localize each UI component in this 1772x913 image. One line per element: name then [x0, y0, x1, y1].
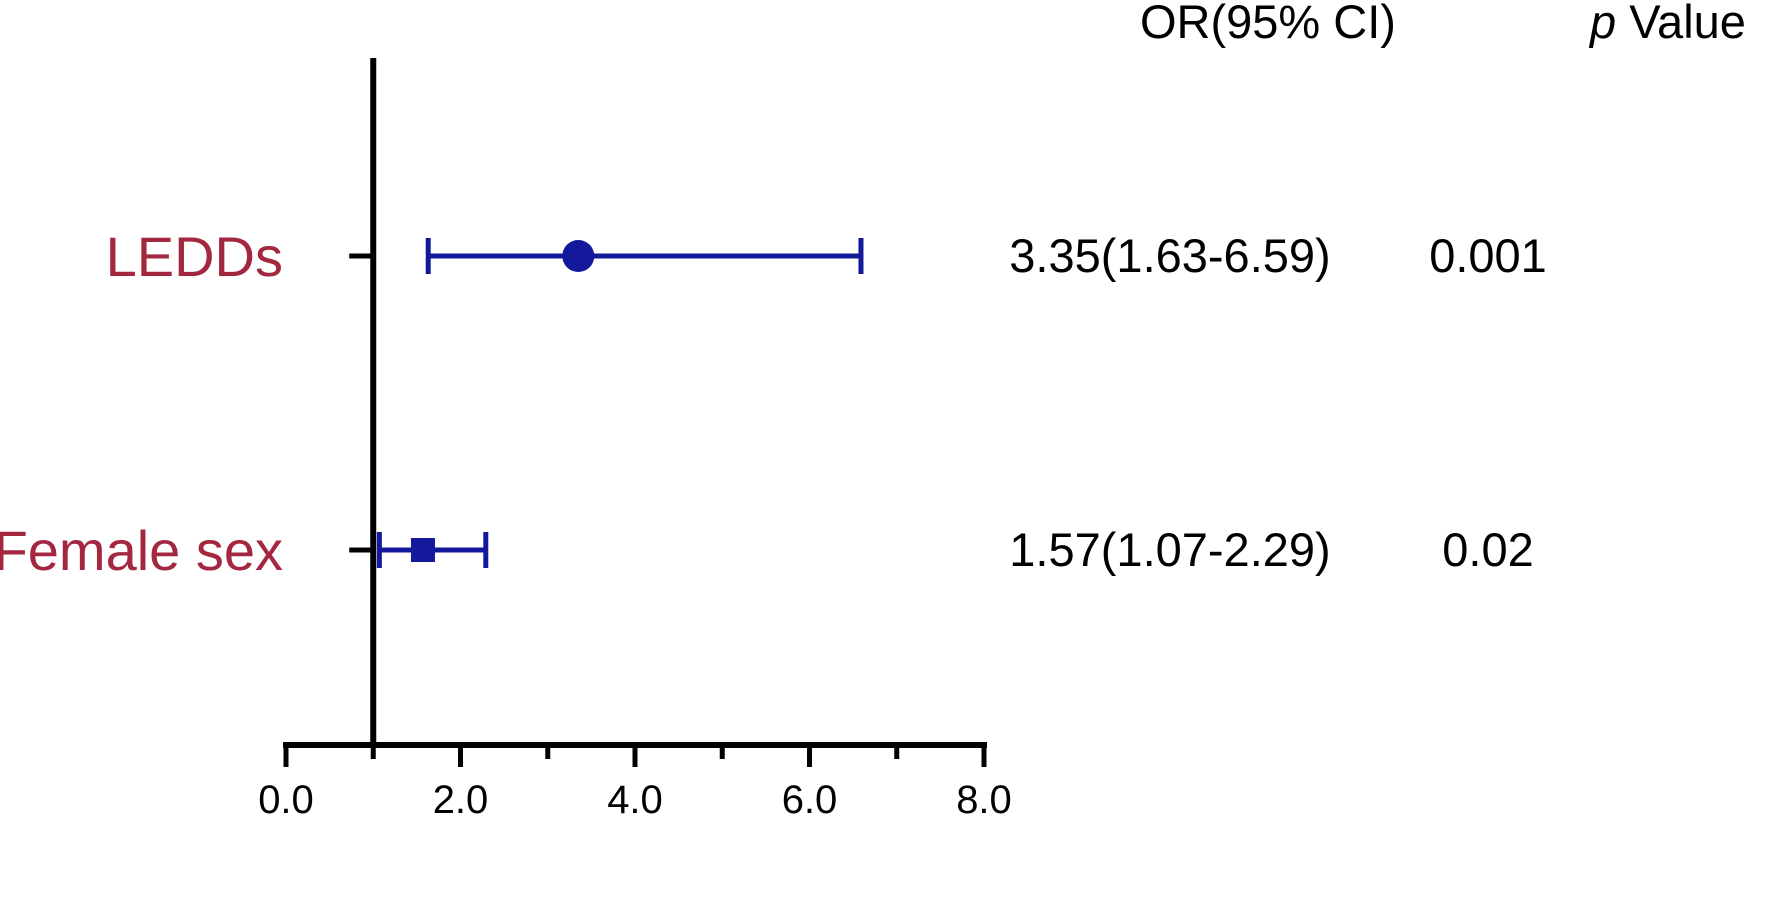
- or-ci-value: 1.57(1.07-2.29): [1009, 523, 1330, 576]
- x-tick-label: 0.0: [258, 778, 314, 822]
- row-female-sex: Female sex 1.57(1.07-2.29) 0.02: [0, 519, 1534, 582]
- or-ci-value: 3.35(1.63-6.59): [1009, 229, 1330, 282]
- point-estimate-square: [410, 538, 435, 562]
- or-ci-header: OR(95% CI): [1140, 0, 1396, 48]
- axis-layer: 0.0 2.0 4.0 6.0 8.0: [258, 58, 1012, 822]
- x-tick-label: 2.0: [433, 778, 489, 822]
- p-value-header-rest: Value: [1616, 0, 1746, 48]
- x-tick-label: 6.0: [782, 778, 838, 822]
- point-estimate-circle: [562, 240, 595, 272]
- x-tick-label: 4.0: [607, 778, 663, 822]
- p-value-header-italic: p: [1588, 0, 1616, 48]
- rows-layer: LEDDs 3.35(1.63-6.59) 0.001 Female sex 1.57(…: [0, 225, 1547, 582]
- p-value: 0.001: [1429, 229, 1547, 282]
- x-tick-label: 8.0: [956, 778, 1012, 822]
- row-label: LEDDs: [106, 225, 283, 288]
- p-value: 0.02: [1442, 523, 1533, 576]
- p-value-header: p Value: [1588, 0, 1746, 48]
- row-label: Female sex: [0, 519, 283, 582]
- row-ledds: LEDDs 3.35(1.63-6.59) 0.001: [106, 225, 1547, 288]
